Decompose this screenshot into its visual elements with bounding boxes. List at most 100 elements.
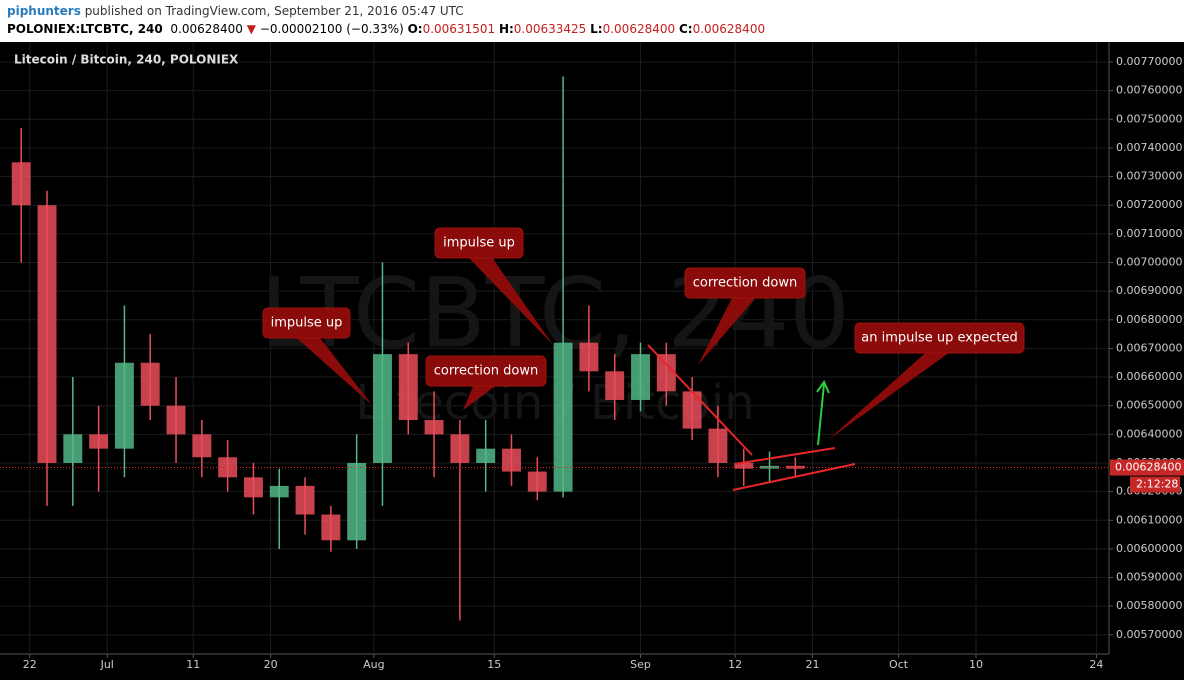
candle-body [527,471,547,492]
candle-body [398,354,418,421]
y-tick-label: 0.00760000 [1116,84,1182,97]
candle-body [579,342,599,372]
callout: an impulse up expected [828,322,1025,440]
callout-box [262,307,351,339]
candle-body [502,448,521,472]
candle-body [89,434,109,449]
x-tick-label: 15 [487,658,501,671]
candle-body [476,448,496,463]
candle-body [140,362,160,406]
trendline [732,463,856,491]
callout: impulse up [434,227,553,345]
callout-box [434,227,524,259]
x-tick-label: Jul [100,658,114,671]
x-tick-label: 12 [728,658,742,671]
arrow-head [816,379,830,394]
candle-body [321,514,341,541]
arrow [817,383,825,446]
ohlc-value: 0.00628400 [692,22,766,36]
y-tick-label: 0.00720000 [1116,198,1182,211]
candle-body [631,354,650,400]
ohlc-label: O: [407,22,423,36]
change: −0.00002100 (−0.33%) [259,22,404,36]
candle-body [373,354,392,463]
callout-tail [463,384,498,410]
candle-body [63,434,83,463]
price-tag [1110,459,1184,476]
candle-body [424,420,444,435]
candle-body [656,354,676,392]
callout: correction down [684,267,806,365]
y-tick-label: 0.00610000 [1116,513,1182,526]
chart-title: Litecoin / Bitcoin, 240, POLONIEX [14,53,239,67]
callout-box [854,322,1025,354]
author[interactable]: piphunters [7,4,81,18]
y-tick-label: 0.00710000 [1116,227,1182,240]
candle-body [269,485,289,498]
callout-box [425,355,547,387]
price-tag-label: 0.00628400 [1115,461,1181,474]
candle-body [553,342,573,492]
candle-body [11,162,31,206]
y-tick-label: 0.00750000 [1116,112,1182,125]
callout-tail [828,351,952,440]
y-tick-label: 0.00740000 [1116,141,1182,154]
ohlc-value: 0.00628400 [602,22,676,36]
callout: impulse up [262,307,372,405]
ohlc-label: C: [678,22,693,36]
candle-body [37,205,57,463]
trendline [734,447,836,465]
y-tick-label: 0.00650000 [1116,399,1182,412]
y-tick-label: 0.00770000 [1116,55,1182,68]
candle-body [734,462,754,469]
y-tick-label: 0.00670000 [1116,341,1182,354]
change-arrow: ▼ [246,22,256,36]
callout-tail [294,336,372,405]
y-tick-label: 0.00660000 [1116,370,1182,383]
drawings [647,344,856,491]
candle-body [708,428,728,463]
candle-body [450,434,470,463]
candle-body [605,371,625,400]
candle-body [295,485,315,515]
candle-body [760,465,780,469]
candle-body [166,405,186,435]
callout-text: an impulse up expected [861,331,1017,346]
y-tick-label: 0.00600000 [1116,542,1182,555]
y-tick-label: 0.00580000 [1116,599,1182,612]
x-tick-label: Oct [889,658,909,671]
symbol: POLONIEX:LTCBTC, 240 [7,22,163,36]
callout-text: correction down [693,276,798,291]
callout: correction down [425,355,547,410]
y-tick-label: 0.00640000 [1116,427,1182,440]
x-tick-label: Aug [363,658,384,671]
candle-body [682,391,702,429]
callout-text: correction down [434,364,539,379]
x-tick-label: 20 [264,658,278,671]
header-row: POLONIEX:LTCBTC, 240 0.00628400 ▼ −0.000… [7,22,765,36]
x-tick-label: 10 [969,658,983,671]
ohlc-label: H: [498,22,514,36]
callout-tail [698,296,757,365]
published: published on TradingView.com, September … [84,4,464,18]
y-tick-label: 0.00680000 [1116,313,1182,326]
candle-body [218,457,238,478]
x-tick-label: 24 [1089,658,1103,671]
chart: LTCBTC, 240 Litecoin / Bitcoin Litecoin … [0,42,1184,680]
last-price: 0.00628400 [170,22,243,36]
candle-body [192,434,212,458]
x-tick-label: 11 [186,658,200,671]
ohlc-value: 0.00633425 [513,22,587,36]
header-row: piphunters published on TradingView.com,… [7,4,464,18]
callout-text: impulse up [443,236,515,251]
candle-body [347,462,367,541]
callout-tail [467,256,553,345]
trendline [647,344,753,456]
countdown-label: 2:12:28 [1136,478,1178,491]
y-tick-label: 0.00730000 [1116,170,1182,183]
ohlc-label: L: [590,22,603,36]
callout-box [684,267,806,299]
x-tick-label: Sep [630,658,651,671]
countdown-tag [1130,476,1180,493]
